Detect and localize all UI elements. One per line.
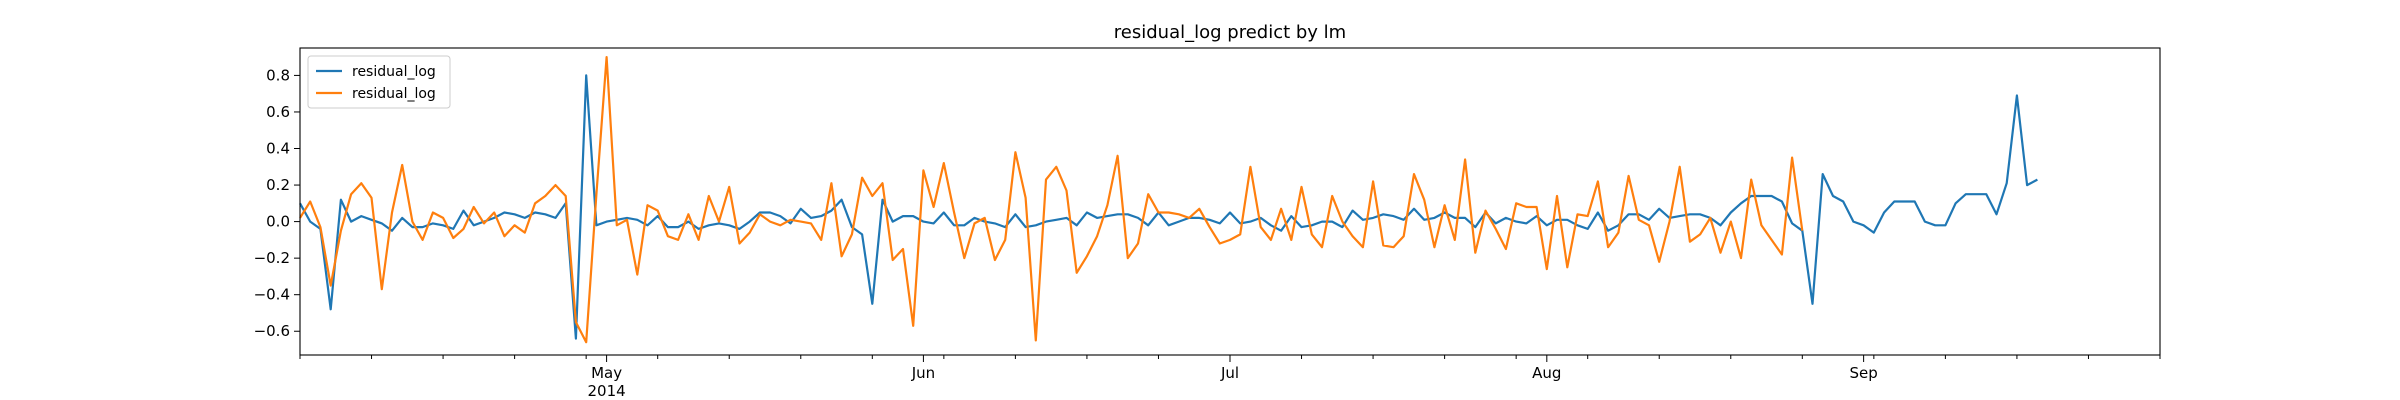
x-tick-sublabel: 2014 bbox=[587, 382, 625, 400]
y-tick-label: 0.4 bbox=[266, 140, 290, 158]
y-axis: −0.6 −0.4 −0.2 0.0 0.2 0.4 0.6 0.8 bbox=[254, 66, 300, 340]
x-tick-label: Jun bbox=[911, 364, 935, 382]
y-tick-label: 0.8 bbox=[266, 66, 290, 84]
x-tick-label: May bbox=[591, 364, 622, 382]
legend-label-1: residual_log bbox=[352, 64, 436, 80]
legend-box bbox=[307, 55, 451, 109]
legend-label-2: residual_log bbox=[352, 86, 436, 102]
chart-title: residual_log predict by lm bbox=[1114, 22, 1346, 43]
y-tick-label: 0.0 bbox=[266, 213, 290, 231]
legend: residual_log residual_log bbox=[307, 55, 451, 109]
y-tick-label: −0.6 bbox=[254, 322, 290, 340]
y-tick-label: −0.2 bbox=[254, 249, 290, 267]
series-line-2 bbox=[299, 55, 1804, 344]
y-tick-label: 0.2 bbox=[266, 176, 290, 194]
y-tick-label: −0.4 bbox=[254, 286, 290, 304]
y-tick-label: 0.6 bbox=[266, 103, 290, 121]
x-tick-label: Aug bbox=[1532, 364, 1561, 382]
x-tick-label: Jul bbox=[1220, 364, 1239, 382]
x-tick-label: Sep bbox=[1849, 364, 1877, 382]
plot-area bbox=[299, 55, 2038, 344]
